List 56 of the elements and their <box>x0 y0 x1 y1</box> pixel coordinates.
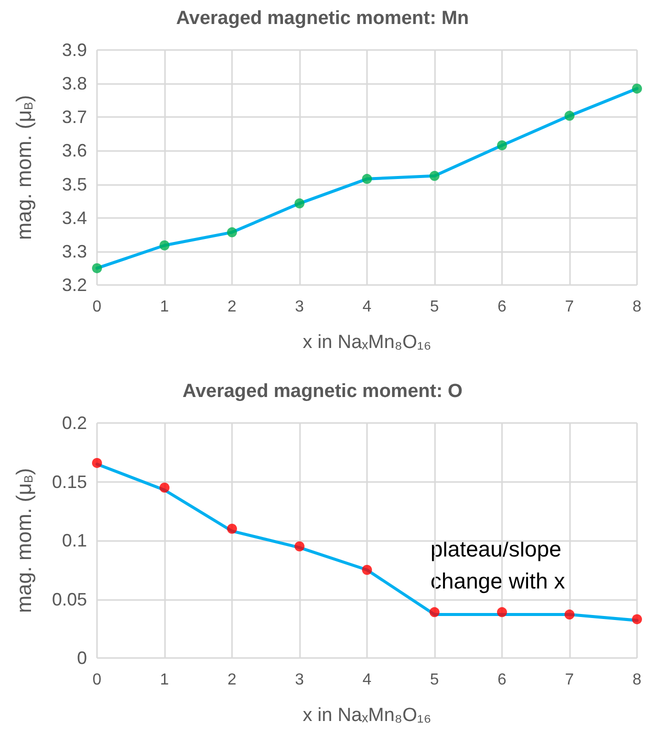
y-tick-label: 3.6 <box>62 140 87 161</box>
point <box>160 240 170 250</box>
x-tick-label: 1 <box>160 298 170 316</box>
y-tick-label: 3.3 <box>62 241 87 262</box>
point <box>362 564 372 575</box>
y-tick-label: 0 <box>76 648 87 668</box>
y-tick-label: 3.4 <box>62 208 87 228</box>
point <box>564 610 574 620</box>
x-tick-label: 0 <box>92 298 102 316</box>
point <box>430 170 440 181</box>
annotation: plateau/slope change with x <box>430 536 566 594</box>
point <box>227 227 237 238</box>
y-tick-label: 0.2 <box>62 413 87 433</box>
chart-title: Averaged magnetic moment: Mn <box>176 8 469 29</box>
y-tick-label: 0.15 <box>52 472 87 492</box>
point <box>497 607 507 618</box>
point <box>227 524 237 534</box>
x-tick-label: 3 <box>295 298 304 316</box>
y-tick-label: 3.5 <box>62 174 87 194</box>
x-tick-label: 6 <box>498 672 507 688</box>
x-tick-label: 6 <box>498 298 507 316</box>
y-tick-label: 0.1 <box>62 530 87 550</box>
point <box>497 140 507 150</box>
point <box>430 607 440 618</box>
x-tick-label: 0 <box>92 672 102 688</box>
x-tick-label: 4 <box>362 298 372 316</box>
x-tick-label: 1 <box>160 672 170 688</box>
x-tick-label: 4 <box>362 672 372 688</box>
x-tick-label: 8 <box>632 672 642 688</box>
x-tick-label: 3 <box>295 672 304 688</box>
x-tick-label: 7 <box>565 298 574 316</box>
x-tick-label: 2 <box>228 298 237 316</box>
chart-title: Averaged magnetic moment: O <box>182 381 463 402</box>
point <box>564 110 574 121</box>
y-tick-label: 3.9 <box>62 40 87 60</box>
x-tick-label: 7 <box>565 672 574 688</box>
point <box>294 198 304 208</box>
y-axis-title: mag. mom. (μB) <box>13 468 36 613</box>
x-axis-title: x in NaₓMn₈O₁₆ <box>302 332 432 353</box>
x-tick-label: 5 <box>430 298 440 316</box>
point <box>92 458 102 468</box>
point <box>632 614 642 624</box>
point <box>294 541 304 552</box>
x-tick-label: 5 <box>430 672 440 688</box>
point <box>160 482 170 493</box>
y-tick-label: 3.7 <box>62 107 87 128</box>
x-tick-label: 2 <box>228 672 237 688</box>
point <box>92 263 102 274</box>
x-axis-title: x in NaₓMn₈O₁₆ <box>302 705 432 726</box>
y-tick-label: 0.05 <box>52 589 87 610</box>
y-axis-title: mag. mom. (μB) <box>13 95 36 240</box>
y-tick-label: 3.2 <box>62 275 87 295</box>
y-tick-label: 3.8 <box>62 74 87 94</box>
point <box>362 174 372 184</box>
point <box>632 84 642 94</box>
x-tick-label: 8 <box>632 298 642 316</box>
